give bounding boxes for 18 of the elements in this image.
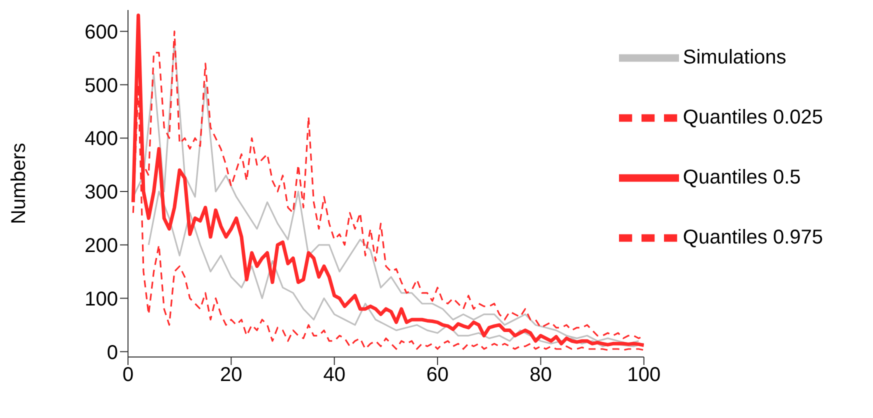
x-tick-label: 0 [122, 364, 134, 386]
legend-label: Simulations [682, 46, 786, 68]
x-tick-label: 100 [627, 364, 661, 386]
y-tick-label: 0 [106, 342, 118, 364]
x-tick-label: 60 [426, 364, 449, 386]
y-tick-label: 300 [84, 182, 118, 204]
x-tick-label: 20 [220, 364, 242, 386]
x-tick-label: 40 [323, 364, 346, 386]
legend-label: Quantiles 0.975 [682, 226, 823, 248]
x-tick-label: 80 [530, 364, 552, 386]
y-axis-title: Numbers [8, 142, 30, 224]
y-tick-label: 500 [84, 74, 118, 97]
y-tick-label: 100 [84, 288, 118, 310]
y-tick-label: 200 [84, 234, 118, 257]
y-tick-label: 400 [84, 128, 118, 150]
legend-label: Quantiles 0.025 [682, 106, 823, 128]
legend-label: Quantiles 0.5 [682, 166, 801, 188]
y-tick-label: 600 [84, 21, 118, 44]
